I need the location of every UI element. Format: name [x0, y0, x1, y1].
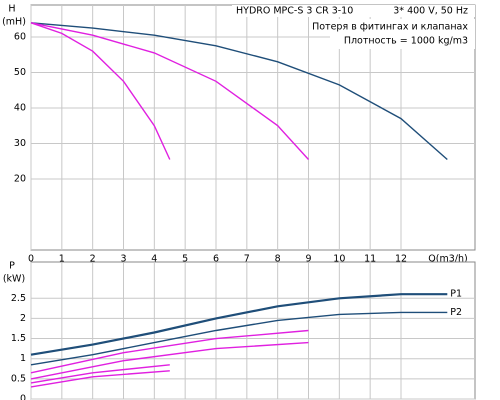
annotation: 3* 400 V, 50 Hz — [393, 6, 468, 17]
y-tick-label: 30 — [14, 138, 26, 149]
curve — [30, 364, 170, 384]
y-tick-label: 40 — [14, 102, 26, 113]
x-tick-label: 1 — [59, 254, 65, 265]
x-tick-label: 11 — [364, 254, 376, 265]
x-tick-label: 10 — [333, 254, 345, 265]
curve — [30, 311, 448, 366]
y-tick-label: 0.5 — [11, 373, 26, 384]
x-tick-label: 9 — [305, 254, 311, 265]
annotation-box — [232, 5, 475, 17]
y-axis-unit: (kW) — [3, 274, 25, 285]
y-tick-label: 50 — [14, 67, 26, 78]
y-axis-unit: (mH) — [2, 17, 26, 28]
y-tick-label: 60 — [14, 31, 26, 42]
y-tick-label: 2 — [20, 313, 26, 324]
curve — [30, 341, 309, 380]
series-label: P2 — [450, 307, 462, 318]
curve — [30, 370, 170, 388]
curve — [30, 293, 448, 356]
y-axis-label: H — [8, 4, 15, 15]
x-tick-label: 3 — [120, 254, 126, 265]
x-tick-label: 0 — [28, 254, 34, 265]
curve — [30, 329, 309, 374]
curve — [30, 22, 171, 160]
series-label: P1 — [450, 289, 462, 300]
y-tick-label: 20 — [14, 173, 26, 184]
annotation: Потеря в фитингах и клапанах — [312, 22, 468, 33]
annotation: Плотность = 1000 kg/m3 — [344, 36, 468, 47]
y-axis-label: P — [9, 261, 15, 272]
y-tick-label: 1.5 — [11, 333, 26, 344]
y-tick-label: 1 — [20, 353, 26, 364]
x-tick-label: 12 — [395, 254, 407, 265]
y-tick-label: 0 — [20, 394, 26, 400]
x-tick-label: 4 — [151, 254, 157, 265]
annotation: HYDRO MPC-S 3 CR 3-10 — [236, 6, 353, 17]
x-tick-label: 2 — [90, 254, 96, 265]
x-axis-label: Q(m3/h) — [428, 254, 467, 265]
x-tick-label: 6 — [213, 254, 219, 265]
x-tick-label: 7 — [244, 254, 250, 265]
curve — [30, 22, 310, 160]
y-tick-label: 2.5 — [11, 293, 26, 304]
x-tick-label: 8 — [275, 254, 281, 265]
curve — [30, 22, 448, 161]
x-tick-label: 5 — [182, 254, 188, 265]
annotation-box — [330, 19, 475, 49]
